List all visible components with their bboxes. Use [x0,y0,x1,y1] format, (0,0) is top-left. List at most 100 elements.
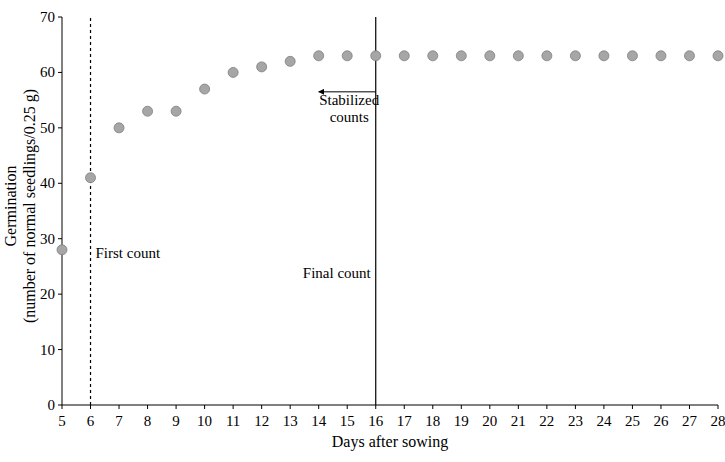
x-tick [318,405,319,409]
x-tick [489,405,490,409]
x-axis [62,405,718,406]
x-tick [404,405,405,409]
x-tick [718,405,719,409]
y-tick [58,405,62,406]
x-tick-label: 15 [340,413,355,429]
x-tick [62,405,63,409]
x-tick [689,405,690,409]
y-tick-label: 30 [40,231,55,247]
point [456,51,466,61]
point [200,84,210,94]
y-tick [58,238,62,239]
x-tick [347,405,348,409]
x-tick [147,405,148,409]
x-tick-label: 16 [368,413,384,429]
point [428,51,438,61]
x-tick-label: 28 [711,413,725,429]
point [285,56,295,66]
reference-line [90,17,91,405]
x-tick [546,405,547,409]
point [599,51,609,61]
x-tick-label: 10 [197,413,212,429]
reference-label: First count [96,245,161,261]
x-tick-label: 17 [397,413,413,429]
point [542,51,552,61]
x-tick [375,405,376,409]
x-tick-label: 23 [568,413,583,429]
y-tick [58,72,62,73]
point [171,106,181,116]
point [314,51,324,61]
y-tick-label: 0 [48,397,56,413]
x-tick [632,405,633,409]
y-tick [58,349,62,350]
point [228,67,238,77]
point [485,51,495,61]
x-tick-label: 21 [511,413,526,429]
point [57,245,67,255]
y-axis-label: (number of normal seedlings/0.25 g) [21,89,39,323]
x-tick-label: 9 [172,413,180,429]
y-tick [58,127,62,128]
point [656,51,666,61]
point [86,173,96,183]
y-axis [62,17,63,405]
y-tick-label: 70 [40,9,55,25]
point [257,62,267,72]
point [342,51,352,61]
x-tick [432,405,433,409]
y-tick-label: 40 [40,175,55,191]
reference-label: Final count [303,265,372,281]
x-tick-label: 13 [283,413,298,429]
annotation-text: Stabilizedcounts [319,92,379,125]
x-tick-label: 8 [144,413,152,429]
point [570,51,580,61]
reference-lines [91,17,376,405]
x-tick-label: 5 [58,413,66,429]
y-tick-label: 10 [40,342,55,358]
x-tick-label: 24 [596,413,612,429]
x-tick-label: 20 [482,413,497,429]
x-tick [176,405,177,409]
x-tick [575,405,576,409]
y-tick [58,294,62,295]
x-tick [261,405,262,409]
x-tick-label: 11 [226,413,240,429]
point [713,51,723,61]
x-tick [518,405,519,409]
y-axis-label: Germination [2,166,19,247]
y-tick [58,183,62,184]
y-tick-label: 20 [40,286,55,302]
x-tick [119,405,120,409]
y-tick-label: 60 [40,64,55,80]
x-tick [603,405,604,409]
point [371,51,381,61]
point [684,51,694,61]
x-tick-label: 22 [539,413,554,429]
x-tick [233,405,234,409]
point [399,51,409,61]
x-tick-label: 25 [625,413,640,429]
x-tick-label: 6 [87,413,95,429]
x-tick [204,405,205,409]
point [114,123,124,133]
x-tick-label: 18 [425,413,440,429]
x-tick-label: 14 [311,413,327,429]
chart: 0 10 20 30 40 50 60 70 5 6 7 8 9 10 11 12 13 14 15 16 17 18 19… [0,0,725,462]
point [513,51,523,61]
point [143,106,153,116]
x-tick [461,405,462,409]
y-tick-label: 50 [40,120,55,136]
x-tick [660,405,661,409]
x-tick-label: 19 [454,413,469,429]
reference-line [375,17,376,405]
points [57,51,723,255]
x-tick [90,405,91,409]
x-tick-label: 27 [682,413,698,429]
y-tick [58,17,62,18]
x-tick-label: 7 [115,413,123,429]
x-axis-label: Days after sowing [332,433,448,451]
point [627,51,637,61]
x-tick [290,405,291,409]
x-tick-label: 12 [254,413,269,429]
